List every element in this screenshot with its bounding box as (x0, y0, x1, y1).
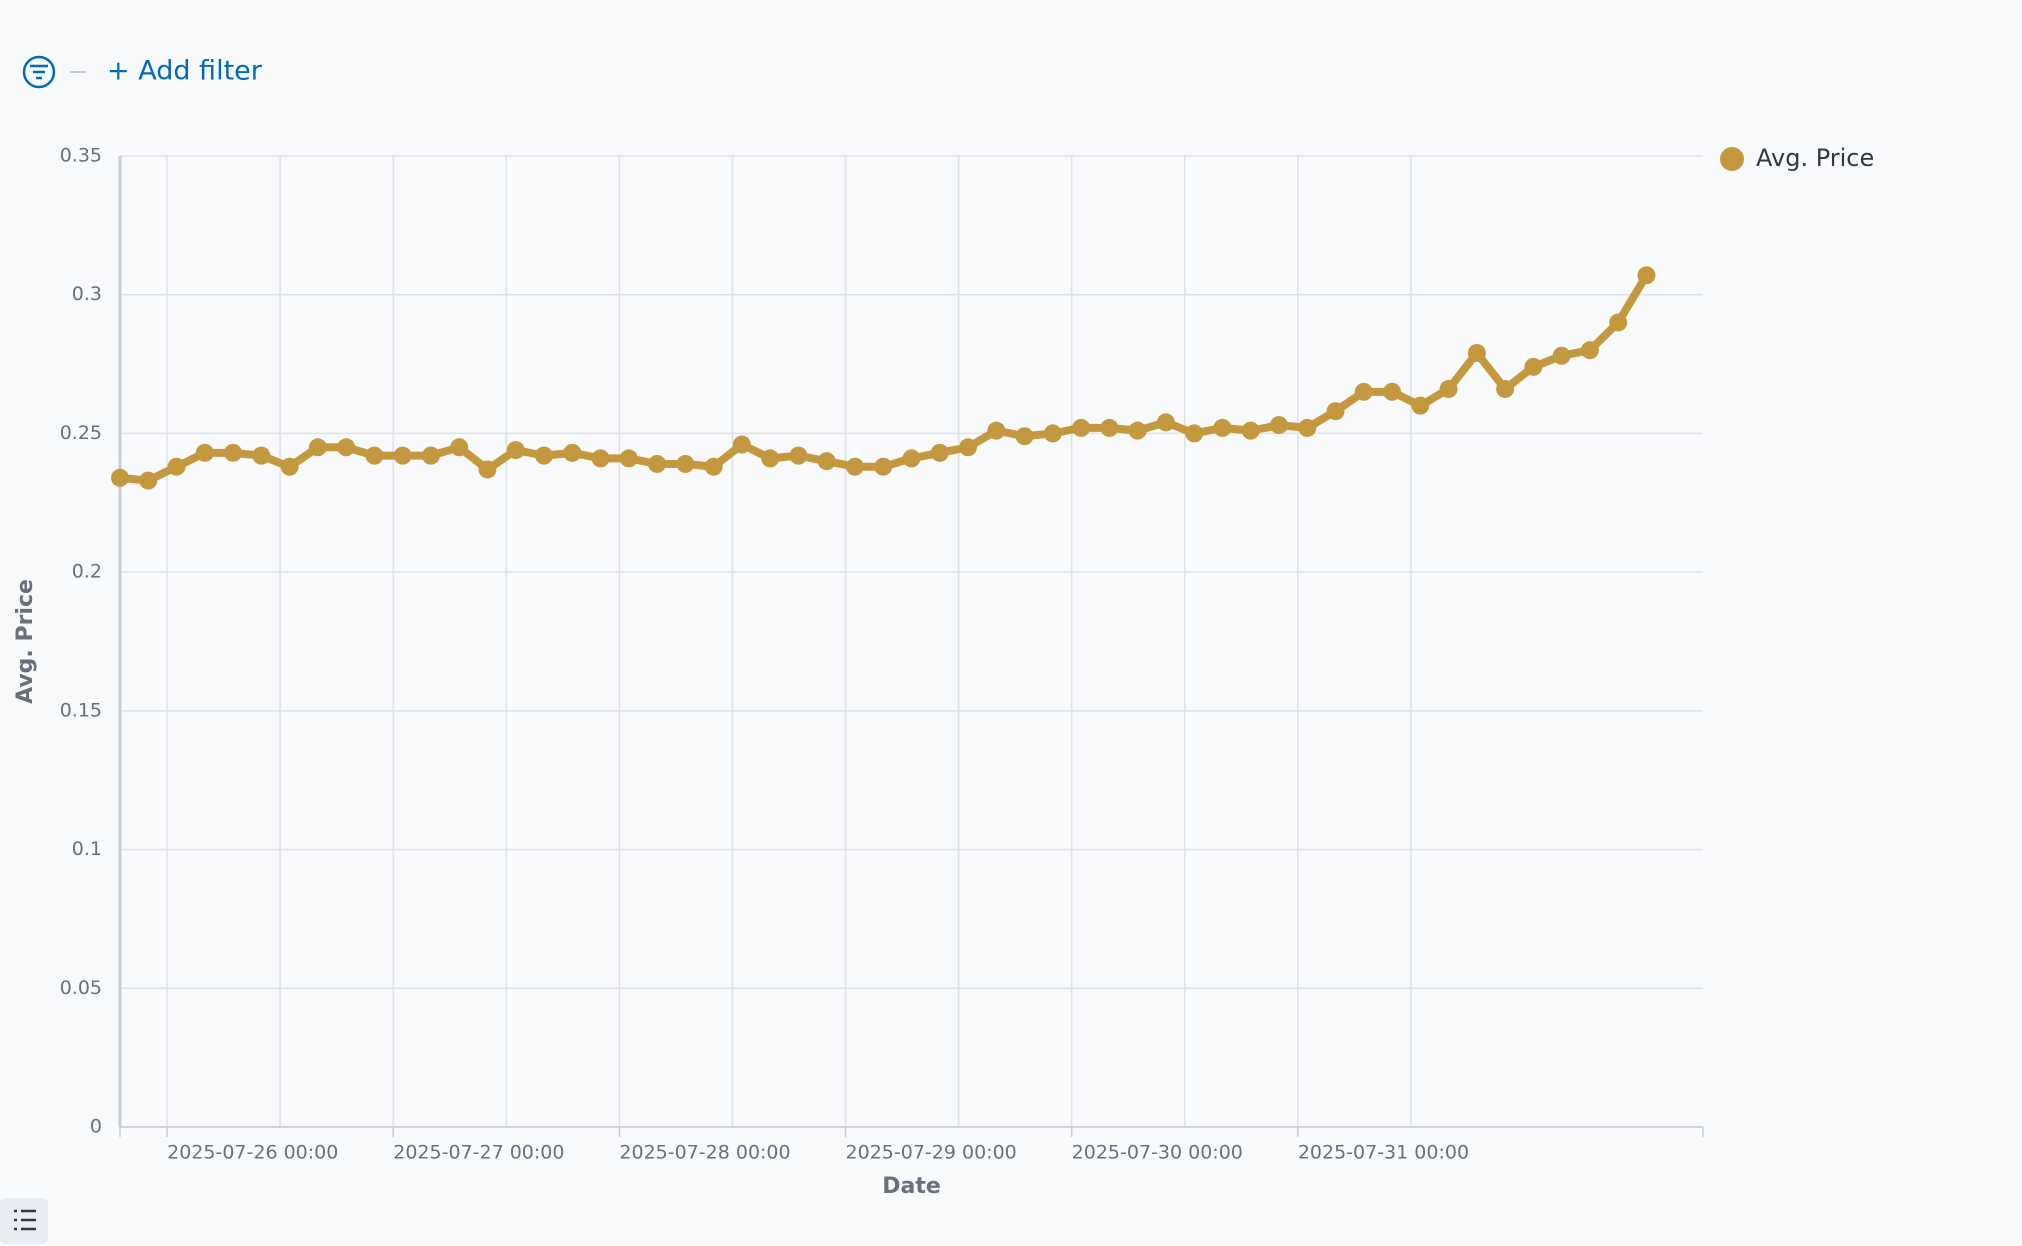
data-point (1637, 266, 1656, 285)
y-tick-label: 0 (90, 1116, 102, 1138)
data-point (1213, 418, 1232, 437)
data-point (959, 438, 978, 457)
y-tick-label: 0.2 (72, 561, 102, 583)
y-tick-label: 0.3 (72, 283, 102, 305)
data-point (167, 457, 186, 476)
data-point (450, 438, 469, 457)
data-point (1100, 418, 1119, 437)
data-point (1524, 357, 1543, 376)
data-point (1043, 424, 1062, 443)
data-point (1467, 343, 1486, 362)
data-point (648, 454, 667, 473)
data-point (1580, 341, 1599, 360)
data-point (563, 443, 582, 462)
data-point (337, 438, 356, 457)
data-point (1269, 416, 1288, 435)
data-point (252, 446, 271, 465)
legend-label: Avg. Price (1756, 144, 1874, 172)
data-point (761, 449, 780, 468)
data-point (930, 443, 949, 462)
data-point (1241, 421, 1260, 440)
data-point (591, 449, 610, 468)
legend-marker (1720, 147, 1744, 171)
data-point (421, 446, 440, 465)
y-tick-label: 0.15 (60, 699, 102, 721)
x-tick-label: 2025-07-30 00:00 (1072, 1142, 1243, 1164)
data-point (874, 457, 893, 476)
data-point (535, 446, 554, 465)
data-point (1383, 382, 1402, 401)
data-point (1072, 418, 1091, 437)
data-point (506, 441, 525, 460)
data-point (365, 446, 384, 465)
y-axis-title: Avg. Price (13, 579, 38, 704)
data-point (111, 468, 129, 487)
data-point (1015, 427, 1034, 446)
data-point (987, 421, 1006, 440)
data-point (1411, 396, 1430, 415)
data-point (704, 457, 723, 476)
data-point (195, 443, 214, 462)
y-tick-label: 0.35 (60, 145, 102, 167)
y-tick-label: 0.1 (72, 838, 102, 860)
y-tick-label: 0.25 (60, 422, 102, 444)
data-point (789, 446, 808, 465)
y-tick-label: 0.05 (60, 977, 102, 999)
data-point (280, 457, 299, 476)
data-point (1128, 421, 1147, 440)
data-point (1496, 380, 1515, 399)
x-axis-title: Date (882, 1174, 941, 1199)
data-point (478, 460, 497, 479)
add-filter-button[interactable]: + Add filter (107, 56, 263, 87)
data-point (902, 449, 921, 468)
data-point (619, 449, 638, 468)
data-point (676, 454, 695, 473)
data-point (1326, 402, 1345, 421)
legend-toggle[interactable] (0, 1198, 48, 1244)
data-point (1552, 346, 1571, 365)
data-point (1185, 424, 1204, 443)
data-point (224, 443, 243, 462)
data-point (817, 452, 836, 471)
x-tick-label: 2025-07-28 00:00 (619, 1142, 790, 1164)
data-point (308, 438, 327, 457)
x-tick-label: 2025-07-31 00:00 (1298, 1142, 1469, 1164)
data-point (1298, 418, 1317, 437)
x-tick-label: 2025-07-26 00:00 (167, 1142, 338, 1164)
data-point (732, 435, 751, 454)
x-tick-label: 2025-07-29 00:00 (846, 1142, 1017, 1164)
data-point (1609, 313, 1628, 332)
x-tick-label: 2025-07-27 00:00 (393, 1142, 564, 1164)
data-point (1156, 413, 1175, 432)
chart: 0 0.05 0.1 0.15 0.2 0.25 0.3 0.35 2025-07-26 00:… (13, 144, 1874, 1199)
data-point (845, 457, 864, 476)
data-point (393, 446, 412, 465)
data-point (1354, 382, 1373, 401)
data-point (139, 471, 158, 490)
data-point (1439, 380, 1458, 399)
filter-icon[interactable] (22, 55, 56, 89)
